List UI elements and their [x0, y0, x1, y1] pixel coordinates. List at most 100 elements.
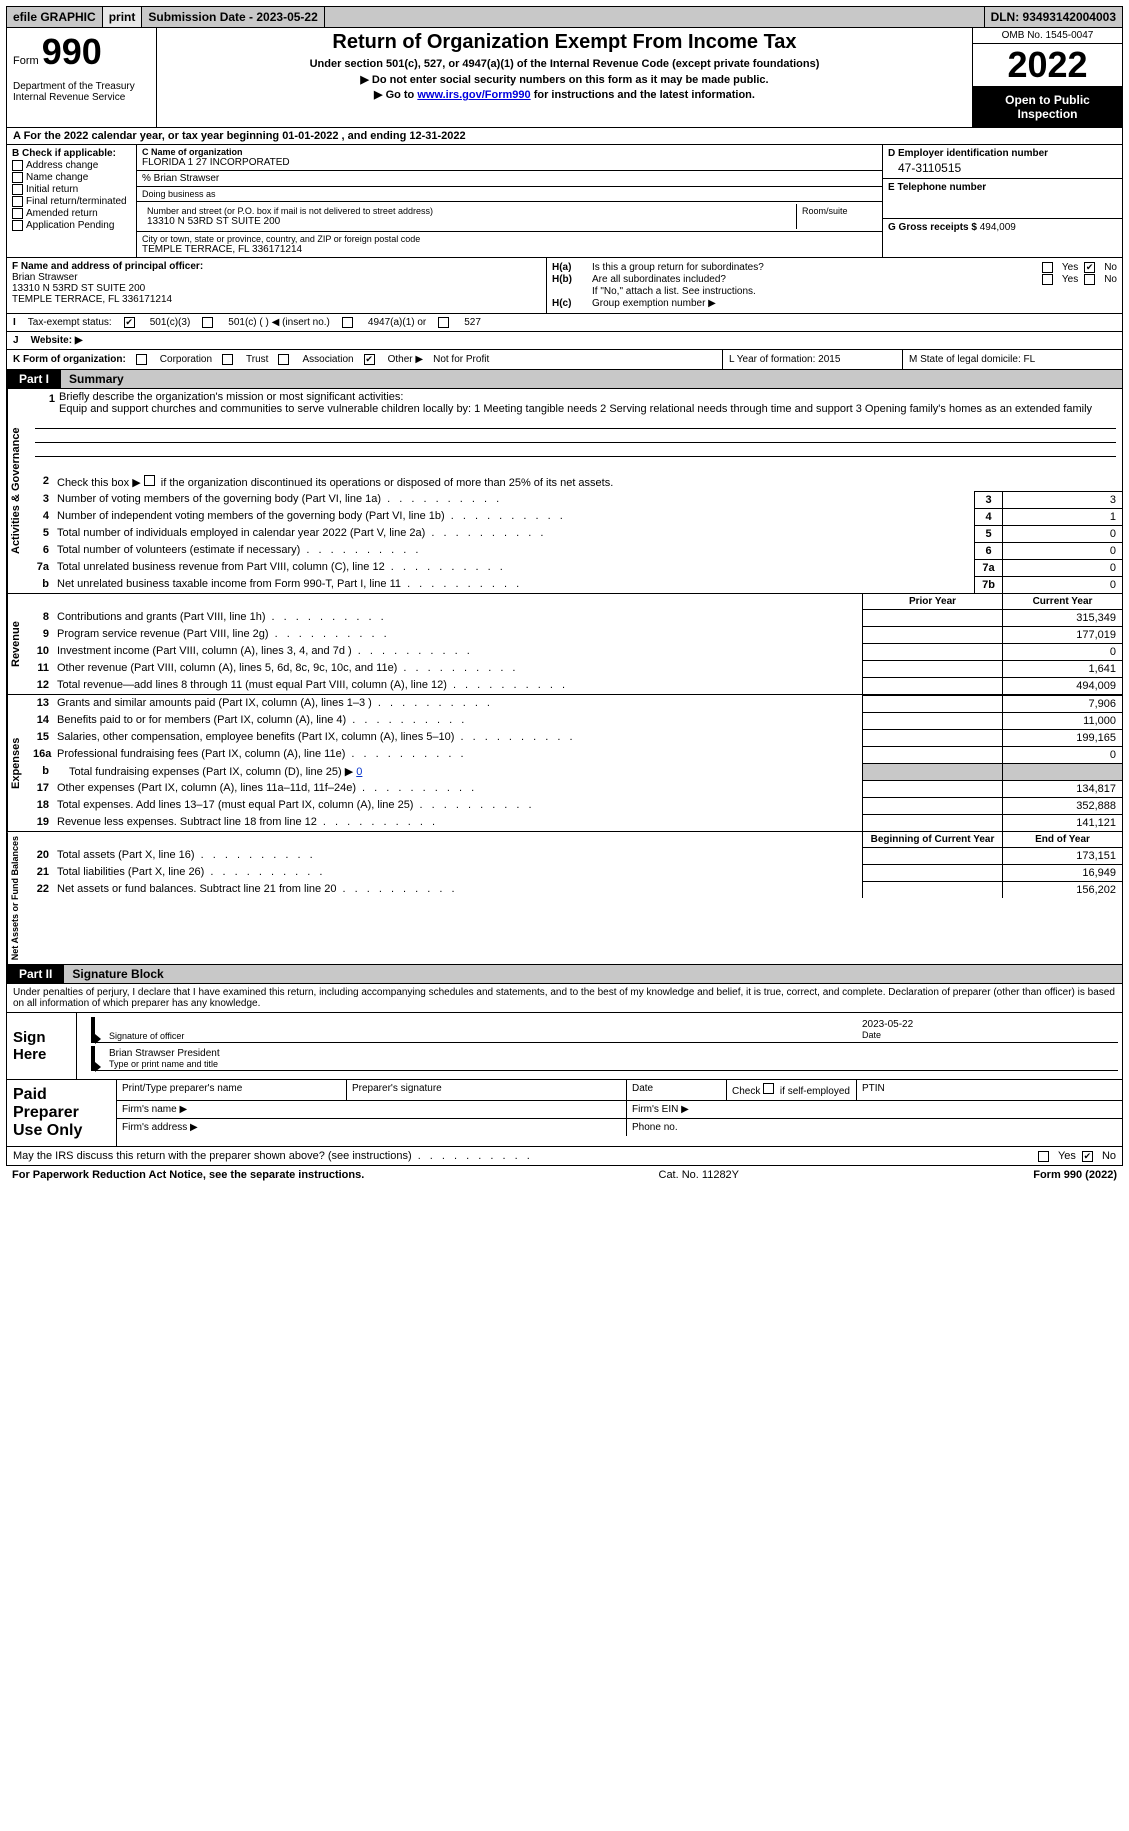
- line-val: 0: [1002, 576, 1122, 593]
- sig-officer-field[interactable]: Signature of officer: [95, 1017, 858, 1043]
- line-box: 6: [974, 542, 1002, 559]
- sig-row2: Brian Strawser President Type or print n…: [81, 1046, 1118, 1071]
- other-text: Not for Profit: [433, 354, 489, 365]
- check-initial-return[interactable]: Initial return: [12, 184, 131, 195]
- prior-val: [862, 643, 1002, 660]
- line-val: 0: [1002, 542, 1122, 559]
- rev-content: Prior Year Current Year 8Contributions a…: [29, 594, 1122, 694]
- mission-text: Equip and support churches and communiti…: [59, 403, 1092, 415]
- no-label: No: [1104, 274, 1117, 285]
- checkbox-icon[interactable]: [202, 317, 213, 328]
- sig-name-field: Brian Strawser President Type or print n…: [95, 1046, 1118, 1071]
- hb-checks: Yes No: [1042, 274, 1117, 285]
- header-right: OMB No. 1545-0047 2022 Open to Public In…: [972, 28, 1122, 127]
- check-label: Application Pending: [26, 220, 114, 231]
- hc-row: H(c) Group exemption number ▶: [552, 298, 1117, 309]
- opt-4947: 4947(a)(1) or: [368, 317, 426, 328]
- prior-year-head: Prior Year: [862, 594, 1002, 609]
- prep-sig-head: Preparer's signature: [347, 1080, 627, 1100]
- arrow-icon: [81, 1046, 95, 1071]
- prior-val: [862, 780, 1002, 797]
- firm-name-cell: Firm's name ▶: [117, 1101, 627, 1118]
- vert-revenue: Revenue: [7, 594, 29, 694]
- checkbox-checked-icon[interactable]: [1084, 262, 1095, 273]
- part1-title: Summary: [61, 370, 1122, 388]
- dept-treasury: Department of the Treasury: [13, 81, 150, 92]
- prep-content: Print/Type preparer's name Preparer's si…: [117, 1080, 1122, 1146]
- line-num: 7a: [29, 559, 53, 576]
- check-amended-return[interactable]: Amended return: [12, 208, 131, 219]
- checkbox-icon[interactable]: [136, 354, 147, 365]
- check-name-change[interactable]: Name change: [12, 172, 131, 183]
- print-button[interactable]: print: [103, 7, 143, 27]
- check-app-pending[interactable]: Application Pending: [12, 220, 131, 231]
- top-bar-spacer: [325, 7, 985, 27]
- checkbox-icon: [12, 184, 23, 195]
- prior-val: [862, 626, 1002, 643]
- ein-val: 47-3110515: [888, 161, 1117, 175]
- curr-year-head: Current Year: [1002, 594, 1122, 609]
- footer-mid: Cat. No. 11282Y: [659, 1169, 740, 1181]
- checkbox-checked-icon[interactable]: [364, 354, 375, 365]
- summary-line: 18Total expenses. Add lines 13–17 (must …: [29, 797, 1122, 814]
- subtitle: Under section 501(c), 527, or 4947(a)(1)…: [163, 58, 966, 70]
- end-year-head: End of Year: [1002, 832, 1122, 847]
- checkbox-icon[interactable]: [342, 317, 353, 328]
- checkbox-checked-icon[interactable]: [1082, 1151, 1093, 1162]
- summary-line: 19Revenue less expenses. Subtract line 1…: [29, 814, 1122, 831]
- checkbox-icon[interactable]: [438, 317, 449, 328]
- prior-val: [862, 609, 1002, 626]
- street-val: 13310 N 53RD ST SUITE 200: [147, 216, 791, 227]
- checkbox-icon[interactable]: [1042, 274, 1053, 285]
- prior-val: [862, 864, 1002, 881]
- line-num: 20: [29, 847, 53, 864]
- check-label: Initial return: [26, 184, 78, 195]
- checkbox-icon[interactable]: [278, 354, 289, 365]
- line-text: Total assets (Part X, line 16): [53, 847, 862, 864]
- prior-val: [862, 814, 1002, 831]
- hb-row: H(b) Are all subordinates included? Yes …: [552, 274, 1117, 285]
- checkbox-icon[interactable]: [763, 1083, 774, 1094]
- irs-label: Internal Revenue Service: [13, 92, 150, 103]
- g-label: G Gross receipts $: [888, 222, 977, 233]
- org-name: FLORIDA 1 27 INCORPORATED: [142, 157, 877, 168]
- section-fh: F Name and address of principal officer:…: [6, 258, 1123, 314]
- line-text: Grants and similar amounts paid (Part IX…: [53, 695, 862, 712]
- no-label: No: [1104, 262, 1117, 273]
- checkbox-icon[interactable]: [1042, 262, 1053, 273]
- checkbox-icon[interactable]: [144, 475, 155, 486]
- checkbox-icon[interactable]: [1038, 1151, 1049, 1162]
- d-block: D Employer identification number 47-3110…: [883, 145, 1122, 179]
- sign-content: Signature of officer 2023-05-22 Date Bri…: [77, 1013, 1122, 1079]
- check-address-change[interactable]: Address change: [12, 160, 131, 171]
- line16b-prior-shaded: [862, 763, 1002, 780]
- line16b-row: b Total fundraising expenses (Part IX, c…: [29, 763, 1122, 780]
- checkbox-checked-icon[interactable]: [124, 317, 135, 328]
- summary-line: 5Total number of individuals employed in…: [29, 525, 1122, 542]
- form-header: Form 990 Department of the Treasury Inte…: [6, 28, 1123, 128]
- col-b: B Check if applicable: Address change Na…: [7, 145, 137, 257]
- prior-val: [862, 712, 1002, 729]
- prior-val: [862, 660, 1002, 677]
- checkbox-icon[interactable]: [222, 354, 233, 365]
- check-final-return[interactable]: Final return/terminated: [12, 196, 131, 207]
- instr1: ▶ Do not enter social security numbers o…: [163, 73, 966, 86]
- checkbox-icon[interactable]: [1084, 274, 1095, 285]
- prior-val: [862, 695, 1002, 712]
- check-label: Final return/terminated: [26, 196, 127, 207]
- sig-row1: Signature of officer 2023-05-22 Date: [81, 1017, 1118, 1043]
- part2-header: Part II Signature Block: [6, 965, 1123, 984]
- footer-right: Form 990 (2022): [1033, 1169, 1117, 1181]
- irs-link[interactable]: www.irs.gov/Form990: [417, 89, 530, 101]
- opt-assoc: Association: [302, 354, 353, 365]
- mission-line: [35, 457, 1116, 471]
- line16b-num: b: [29, 763, 53, 780]
- line-box: 4: [974, 508, 1002, 525]
- discuss-checks: Yes No: [1038, 1150, 1116, 1162]
- summary-line: 20Total assets (Part X, line 16)173,151: [29, 847, 1122, 864]
- line-box: 7b: [974, 576, 1002, 593]
- arrow-icon: [81, 1017, 95, 1043]
- exp-content: 13Grants and similar amounts paid (Part …: [29, 695, 1122, 831]
- discuss-row: May the IRS discuss this return with the…: [6, 1147, 1123, 1166]
- line-text: Number of independent voting members of …: [53, 508, 974, 525]
